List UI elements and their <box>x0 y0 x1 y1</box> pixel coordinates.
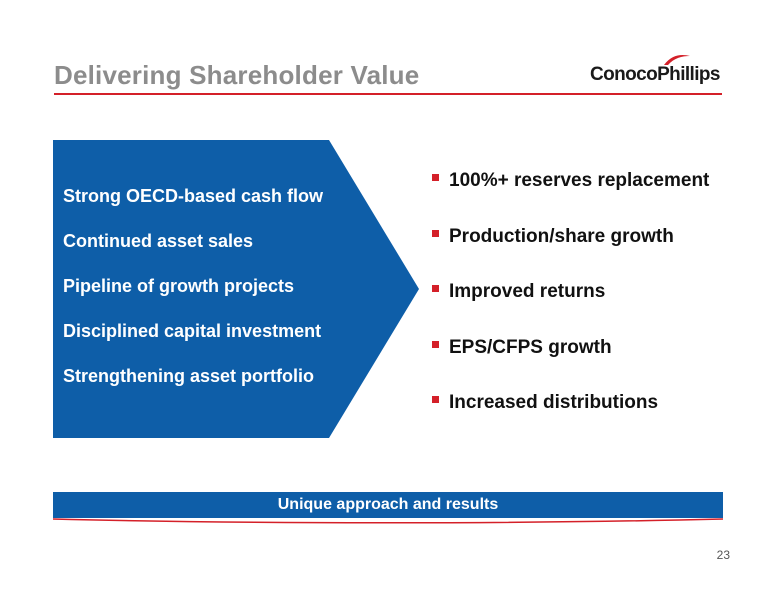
square-bullet-icon <box>432 229 439 237</box>
result-item: EPS/CFPS growth <box>432 335 709 391</box>
strategy-item: Pipeline of growth projects <box>63 276 295 296</box>
result-item-label: 100%+ reserves replacement <box>449 170 710 191</box>
footer-banner: Unique approach and results <box>53 492 723 518</box>
result-item-label: Production/share growth <box>449 225 674 247</box>
chevron-arrow-shape <box>53 140 419 438</box>
strategy-item: Strengthening asset portfolio <box>63 366 315 386</box>
result-item-label: Increased distributions <box>449 392 659 413</box>
square-bullet-icon <box>432 174 439 181</box>
slide-title: Delivering Shareholder Value <box>54 60 420 90</box>
page-number: 23 <box>716 548 730 562</box>
result-item: Production/share growth <box>432 224 709 280</box>
footer-swoosh-line <box>53 518 723 524</box>
results-list: 100%+ reserves replacement Production/sh… <box>432 168 709 446</box>
strategy-item: Strong OECD-based cash flow <box>63 186 324 206</box>
strategy-list: Strong OECD-based cash flow Continued as… <box>63 184 323 409</box>
result-item: Increased distributions <box>432 390 709 446</box>
result-item: 100%+ reserves replacement <box>432 168 709 224</box>
result-item-label: EPS/CFPS growth <box>449 336 612 358</box>
strategy-item: Disciplined capital investment <box>63 321 322 341</box>
logo-swoosh-icon <box>664 54 690 65</box>
title-divider <box>54 93 722 95</box>
square-bullet-icon <box>432 340 439 348</box>
square-bullet-icon <box>432 396 439 403</box>
result-item: Improved returns <box>432 279 709 335</box>
result-item-label: Improved returns <box>449 281 606 302</box>
strategy-item: Continued asset sales <box>63 231 254 251</box>
square-bullet-icon <box>432 285 439 292</box>
logo-wordmark: ConocoPhillips <box>590 64 720 85</box>
conocophillips-logo: ConocoPhillips <box>590 54 720 94</box>
